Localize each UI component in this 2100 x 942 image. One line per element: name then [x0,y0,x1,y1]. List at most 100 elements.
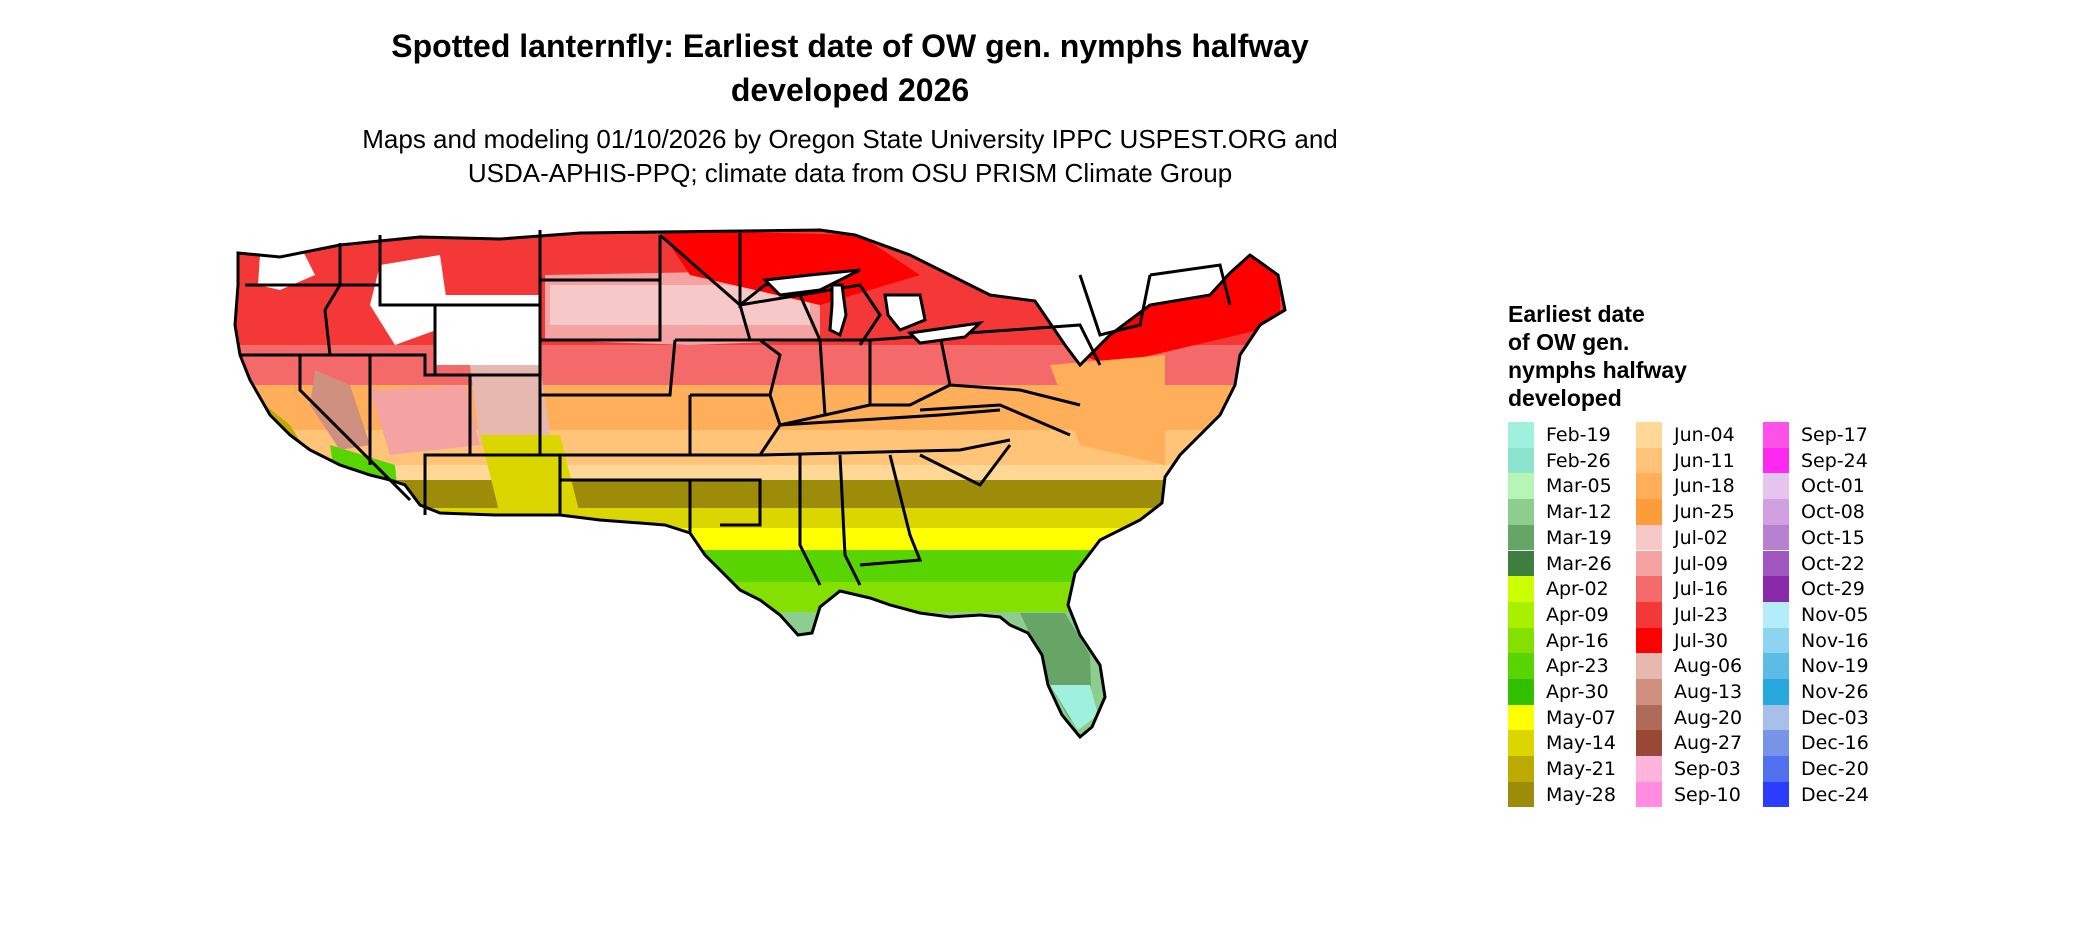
colorado-aug-06 [470,365,550,445]
legend-swatch [1636,576,1662,602]
lake-superior [761,268,861,297]
legend-swatch [1508,447,1534,474]
legend-swatch [1508,704,1534,731]
border-maine [1149,263,1232,306]
legend-swatch [1763,627,1789,654]
great-lakes [761,268,985,345]
legend-title-line-2: of OW gen. [1508,329,1630,355]
legend-swatch [1763,524,1789,551]
legend-swatch [1508,627,1534,654]
legend-label: Jun-04 [1674,424,1735,446]
border-il [760,338,827,427]
map-subtitle: Maps and modeling 01/10/2026 by Oregon S… [300,122,1400,190]
legend-swatch [1508,550,1534,577]
legend-label: Feb-26 [1546,449,1611,472]
border-al-ga [859,454,923,567]
border-tn-south [759,438,1011,457]
legend-label: May-21 [1546,758,1616,781]
border-ar-la [690,478,762,527]
lake-michigan [828,283,848,338]
legend-label: Jul-09 [1674,552,1728,575]
legend-swatch [1636,473,1662,500]
legend-label: Oct-29 [1801,578,1865,601]
border-ne-ks [540,339,677,397]
legend-label: Feb-19 [1546,424,1611,446]
legend-label: Nov-26 [1801,681,1869,703]
border-ky-tn [779,408,1001,427]
legend-label: Dec-24 [1801,783,1869,806]
legend-title-line-1: Earliest date [1508,301,1645,327]
legend-swatch [1763,422,1789,448]
us-map [220,215,1480,895]
lake-erie [906,320,985,345]
plains-jul-02 [550,285,810,325]
legend-label: Jun-25 [1674,501,1735,524]
legend-label: Apr-23 [1546,655,1609,678]
border-ga-sc [919,444,1012,487]
legend-label: Sep-24 [1801,449,1868,472]
legend-swatch [1763,601,1789,628]
border-ca-nv [298,355,412,502]
legend-label: May-14 [1546,732,1616,755]
border-ia-mo [675,338,782,397]
legend-label: May-28 [1546,783,1616,806]
border-mo-ar [690,394,782,457]
legend-swatch [1763,781,1789,808]
legend-label: Jul-02 [1674,526,1728,549]
legend-swatch [1763,679,1789,705]
legend-swatch [1763,499,1789,525]
legend-label: Mar-12 [1546,501,1612,524]
map-subtitle-line-1: Maps and modeling 01/10/2026 by Oregon S… [362,124,1338,154]
sierra-aug-13 [310,370,370,450]
legend-label: Sep-03 [1674,758,1741,781]
legend-label: Jun-11 [1674,449,1735,472]
legend-label: Nov-16 [1801,629,1869,652]
rockies-no-development [370,255,450,345]
legend-label: May-07 [1546,706,1616,729]
legend-label: Dec-16 [1801,732,1869,755]
legend-label: Aug-27 [1674,732,1743,755]
legend-label: Nov-19 [1801,655,1869,678]
legend-label: Sep-17 [1801,424,1868,446]
legend-label: Oct-15 [1801,526,1865,549]
border-pa-md [949,383,1081,407]
legend-label: Mar-05 [1546,475,1612,498]
wyoming-no-development [435,295,540,365]
lake-huron [883,293,927,332]
border-ms-west [798,455,822,586]
legend-swatch [1508,576,1534,602]
band-jul-16 [235,345,1285,385]
us-map-svg [233,228,1287,740]
legend-label: Oct-01 [1801,475,1865,498]
legend-swatch [1763,730,1789,757]
legend-swatch [1763,447,1789,474]
legend-swatch [1763,756,1789,782]
legend-label: Aug-13 [1674,681,1743,703]
legend-swatch [1636,653,1662,679]
legend-swatch [1636,730,1662,757]
legend-swatch [1636,704,1662,731]
legend-swatch [1636,627,1662,654]
legend-label: Jun-18 [1674,475,1735,498]
border-va-nc [919,403,1071,437]
map-title-line-1: Spotted lanternfly: Earliest date of OW … [391,28,1309,64]
band-jun-04 [235,465,1285,480]
legend-swatch [1636,679,1662,705]
legend-swatch [1508,601,1534,628]
legend-swatch [1508,524,1534,551]
south-florida-feb-19 [1050,685,1098,730]
legend-label: Oct-22 [1801,552,1865,575]
map-subtitle-line-2: USDA-APHIS-PPQ; climate data from OSU PR… [467,158,1233,188]
development-date-raster [235,230,1285,737]
legend-swatch [1636,447,1662,474]
border-ms-al [838,454,862,586]
legend-swatch [1508,473,1534,500]
border-pa-ny [939,323,1102,366]
us-outline [233,228,1287,740]
legend-entries: Feb-19 Feb-26 Mar-05 Mar-12 Mar-19 Mar-26 Apr-… [1508,422,1928,942]
legend-swatch [1508,730,1534,757]
border-mi [799,283,882,346]
legend-swatch [1636,524,1662,551]
legend-label: Jul-16 [1674,578,1728,601]
legend-label: Apr-02 [1546,578,1609,601]
